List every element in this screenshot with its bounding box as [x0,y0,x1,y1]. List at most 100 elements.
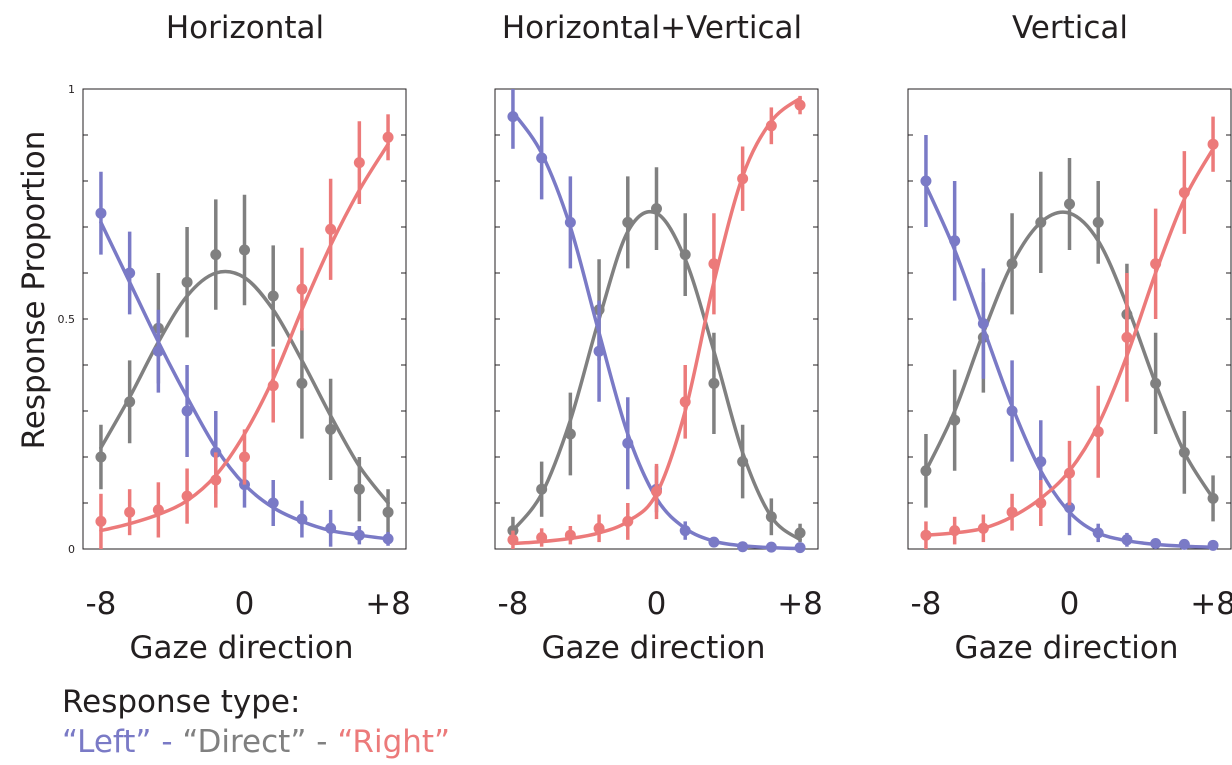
fit-curve [924,147,1215,537]
data-point [593,522,605,534]
data-point [1064,467,1075,479]
data-point [1092,216,1104,228]
x-axis-label: Gaze direction [954,630,1178,666]
legend-right-label: “Right” [337,724,451,760]
data-point [708,377,720,389]
data-point [507,111,519,123]
data-point [1178,538,1190,550]
data-point [794,542,806,554]
data-point [1064,198,1075,210]
x-tick-label: +8 [1190,586,1232,622]
series-right [920,116,1219,549]
data-point [765,511,777,523]
data-point [920,529,932,541]
data-point [977,522,989,534]
chart-panel-1: Horizontal 0 0.5 1 -8 0 +8 Gaze direction [58,10,411,666]
data-point [622,437,634,449]
data-point [737,456,749,468]
data-point [737,173,749,185]
data-point [1150,258,1162,270]
data-point [382,533,394,545]
data-point [296,377,308,389]
data-point [152,345,164,357]
data-point [536,483,548,495]
data-point [737,541,749,553]
data-point [267,497,279,509]
data-point [181,490,193,502]
data-point [325,223,337,235]
data-point [920,175,932,187]
data-point [708,536,720,548]
x-tick-label: 0 [235,586,255,622]
data-point [679,249,691,261]
data-point [353,483,365,495]
data-point [353,529,365,541]
data-point [679,525,691,537]
x-axis-label: Gaze direction [541,630,765,666]
data-point [1006,258,1018,270]
data-point [152,504,164,516]
data-point [1121,331,1133,343]
data-point [181,276,193,288]
x-tick-label: -8 [497,586,528,622]
data-point [977,318,989,330]
data-point [239,451,250,463]
y-tick-label: 0.5 [58,313,76,326]
y-tick-label: 1 [68,83,75,96]
x-tick-label: +8 [365,586,411,622]
data-point [1064,502,1075,514]
legend-separator: - [306,724,338,760]
chart-title: Vertical [1012,10,1128,46]
legend-direct-label: “Direct” [182,724,307,760]
series-right [507,95,806,549]
data-point [1092,426,1104,438]
data-point [124,267,136,279]
data-point [1035,497,1047,509]
chart-panel-3: Vertical -8 0 +8 Gaze direction [907,10,1232,666]
data-point [1207,539,1219,551]
data-point [325,522,337,534]
data-point [651,203,662,215]
data-point [181,405,193,417]
data-point [1150,377,1162,389]
data-point [564,428,576,440]
data-point [1035,216,1047,228]
data-point [95,207,107,219]
data-point [794,99,806,111]
data-point [536,152,548,164]
data-point [593,345,605,357]
data-point [1207,138,1219,150]
data-point [382,131,394,143]
chart-title: Horizontal+Vertical [502,10,802,46]
data-point [949,414,961,426]
data-point [95,451,107,463]
data-point [622,216,634,228]
data-point [651,486,662,497]
data-point [267,290,279,302]
data-point [1006,405,1018,417]
x-tick-label: -8 [910,586,941,622]
data-point [382,506,394,518]
legend-title: Response type: [62,684,301,720]
data-point [1207,492,1219,504]
legend-entries: “Left” - “Direct” - “Right” [62,722,450,762]
x-tick-label: +8 [777,586,823,622]
series-direct [920,158,1219,522]
legend: Response type: “Left” - “Direct” - “Righ… [62,682,450,762]
data-point [679,396,691,408]
x-tick-label: 0 [1060,586,1080,622]
data-point [210,474,222,486]
legend-left-label: “Left” [62,724,152,760]
data-point [1150,537,1162,549]
x-tick-label: -8 [85,586,116,622]
data-point [296,513,308,525]
data-point [124,396,136,408]
data-point [1006,506,1018,518]
data-point [210,249,222,261]
data-point [949,525,961,537]
data-point [1092,527,1104,539]
data-point [564,529,576,541]
data-point [296,283,308,295]
